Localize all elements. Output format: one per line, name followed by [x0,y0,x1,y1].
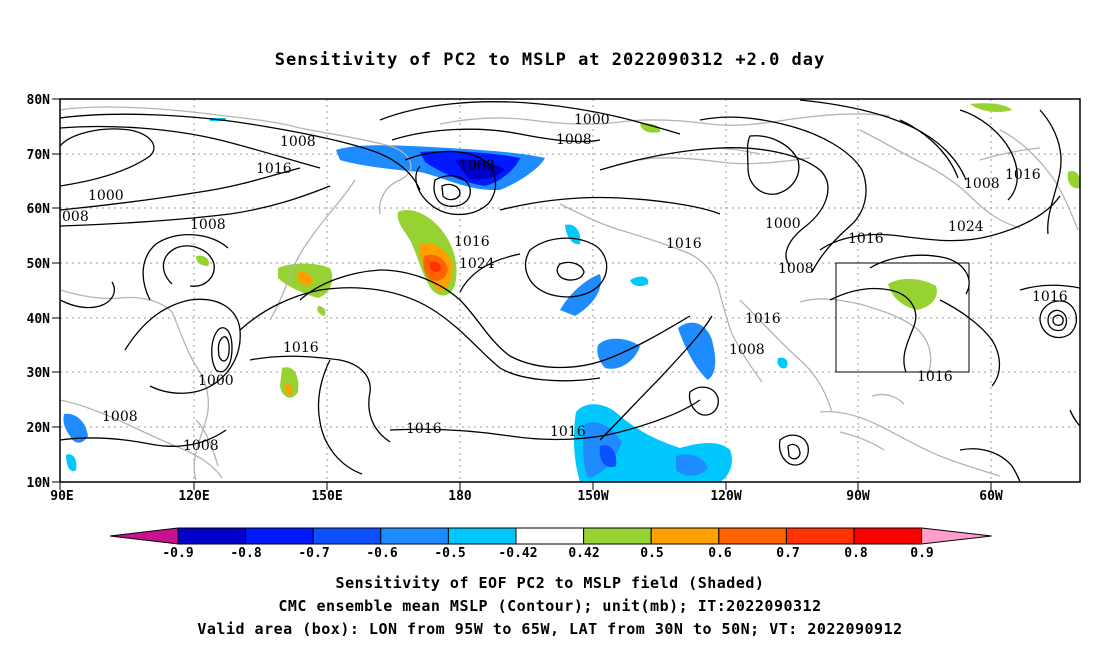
colorbar-bin [853,527,923,545]
lon-label: 150E [311,489,342,504]
tick-marks [52,98,992,490]
contour-label: 1008 [729,342,765,358]
caption-line-3: Valid area (box): LON from 95W to 65W, L… [197,620,903,638]
lat-label: 40N [27,312,51,327]
contour-label: 1016 [745,311,781,327]
contour-label: 008 [62,209,89,225]
colorbar-bin [515,527,585,545]
colorbar-label: -0.6 [366,546,397,561]
contour-label: 1024 [948,219,984,235]
contour-label: 1008 [459,158,495,174]
contour-label: 1008 [183,438,219,454]
lon-label: 90W [846,489,870,504]
mslp-contours [60,99,1080,482]
latitude-labels: 80N 70N 60N 50N 40N 30N 20N 10N [27,93,51,491]
colorbar-bin [785,527,855,545]
contour-label: 1016 [1005,167,1041,183]
caption-line-1: Sensitivity of EOF PC2 to MSLP field (Sh… [335,574,765,592]
contour-label: 1016 [848,231,884,247]
contour-label: 1024 [459,256,495,272]
lat-label: 50N [27,257,51,272]
colorbar-bin [245,527,314,545]
colorbar-label: 0.9 [910,546,933,561]
figure-title: Sensitivity of PC2 to MSLP at 2022090312… [274,50,826,70]
contour-label: 1016 [454,234,490,250]
colorbar-label: 0.8 [844,546,868,561]
contour-label: 1008 [102,409,138,425]
contour-label: 1016 [917,369,953,385]
contour-label: 1016 [1032,289,1068,305]
colorbar-bin [718,527,787,545]
caption-line-2: CMC ensemble mean MSLP (Contour); unit(m… [278,597,822,615]
contour-label: 1000 [88,188,124,204]
colorbar-bin [650,527,720,545]
lon-label: 180 [448,489,472,504]
contour-label: 1008 [280,134,316,150]
colorbar-label: -0.42 [498,546,537,561]
contour-label: 1000 [765,216,801,232]
lat-label: 80N [27,93,51,108]
lat-label: 10N [27,476,51,491]
colorbar [109,527,992,545]
lon-label: 150W [577,489,608,504]
contour-label: 1016 [666,236,702,252]
colorbar-label: 0.7 [776,546,799,561]
colorbar-over-triangle [921,527,992,545]
lat-label: 70N [27,148,51,163]
lat-label: 60N [27,202,51,217]
colorbar-labels: -0.9 -0.8 -0.7 -0.6 -0.5 -0.42 0.42 0.5 … [162,546,933,561]
colorbar-label: -0.5 [434,546,465,561]
lon-label: 120E [178,489,209,504]
contour-label: 1008 [190,217,226,233]
contour-label: 1008 [556,132,592,148]
colorbar-bin [380,527,449,545]
lon-label: 90E [50,489,73,504]
contour-label: 1016 [406,421,442,437]
colorbar-bin [583,527,652,545]
colorbar-bin [177,527,247,545]
longitude-labels: 90E 120E 150E 180 150W 120W 90W 60W [50,489,1003,504]
contour-labels: 1008 1016 1000 008 1008 1016 1000 1008 1… [62,112,1068,454]
contour-label: 1000 [198,373,234,389]
lat-label: 20N [27,421,51,436]
colorbar-bin [312,527,382,545]
colorbar-under-triangle [109,527,179,545]
colorbar-label: 0.6 [708,546,732,561]
colorbar-label: 0.5 [640,546,663,561]
lon-label: 120W [710,489,741,504]
colorbar-label: -0.7 [298,546,329,561]
colorbar-bin [447,527,517,545]
colorbar-label: -0.8 [230,546,261,561]
contour-label: 1016 [256,161,292,177]
map-frame [59,98,1081,483]
lon-label: 60W [979,489,1003,504]
contour-label: 1008 [964,176,1000,192]
contour-label: 1008 [778,261,814,277]
contour-label: 1000 [574,112,610,128]
colorbar-label: 0.42 [568,546,599,561]
contour-label: 1016 [283,340,319,356]
lat-label: 30N [27,366,51,381]
contour-label: 1016 [550,424,586,440]
colorbar-label: -0.9 [162,546,193,561]
coastlines [60,106,1079,481]
valid-area-box [835,262,970,373]
